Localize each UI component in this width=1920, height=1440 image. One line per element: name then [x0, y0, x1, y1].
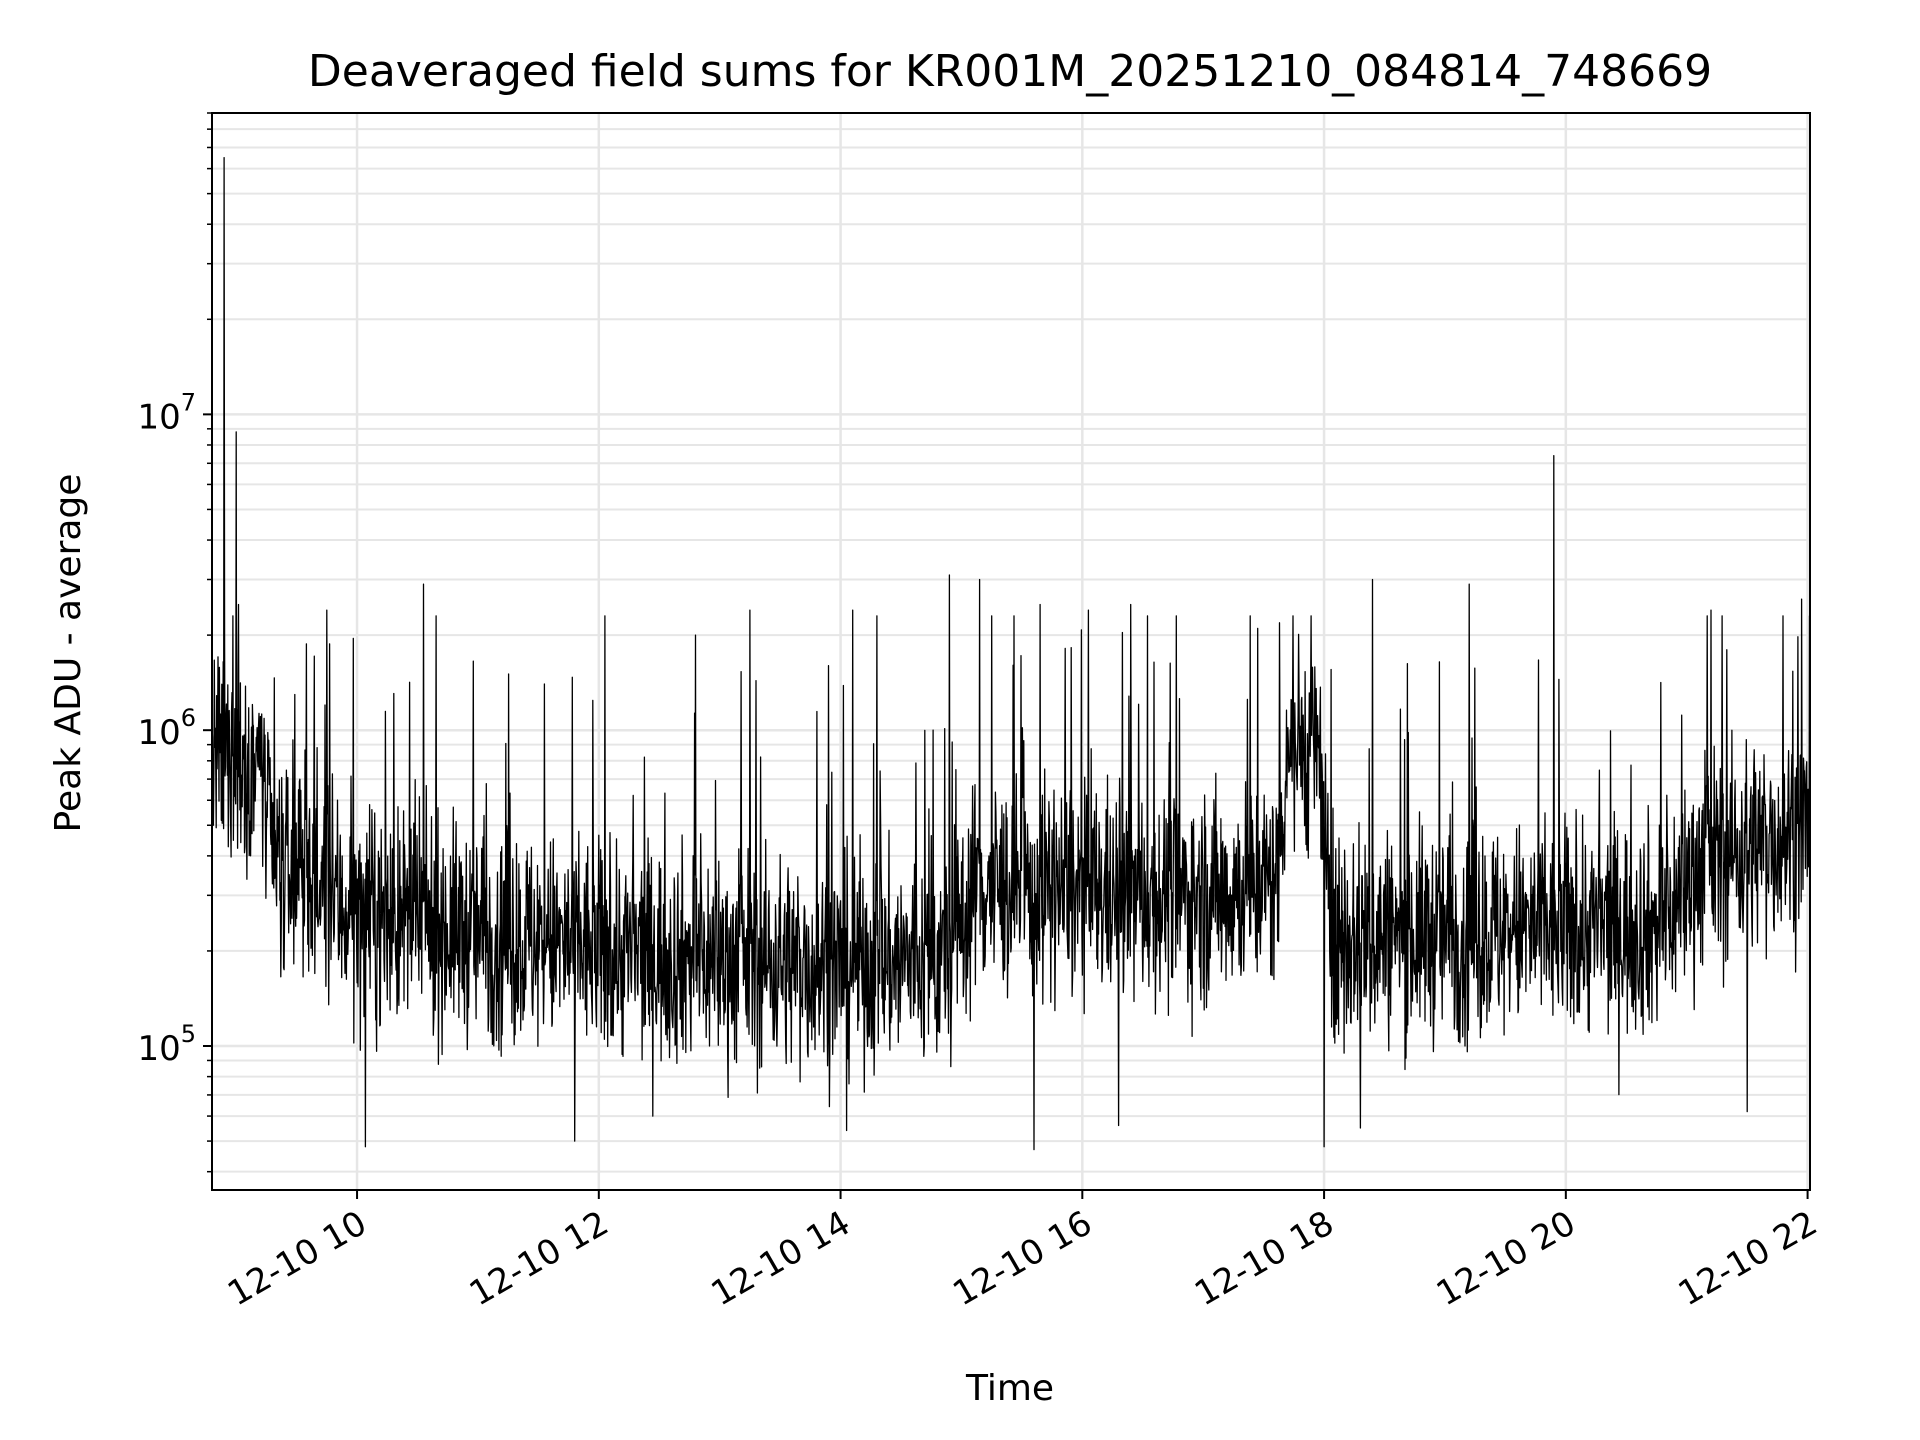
y-axis-label: Peak ADU - average: [48, 474, 89, 833]
x-axis-label: Time: [965, 1368, 1054, 1409]
plot-frame: [211, 112, 1811, 1191]
y-tick-label: 105: [137, 1020, 196, 1069]
chart-title: Deaveraged field sums for KR001M_2025121…: [308, 46, 1712, 97]
y-tick-label: 107: [137, 388, 196, 437]
y-tick-label: 106: [137, 704, 196, 753]
series-line: [211, 156, 1811, 1151]
plot-area: [212, 113, 1810, 1190]
series-group: [211, 156, 1811, 1151]
